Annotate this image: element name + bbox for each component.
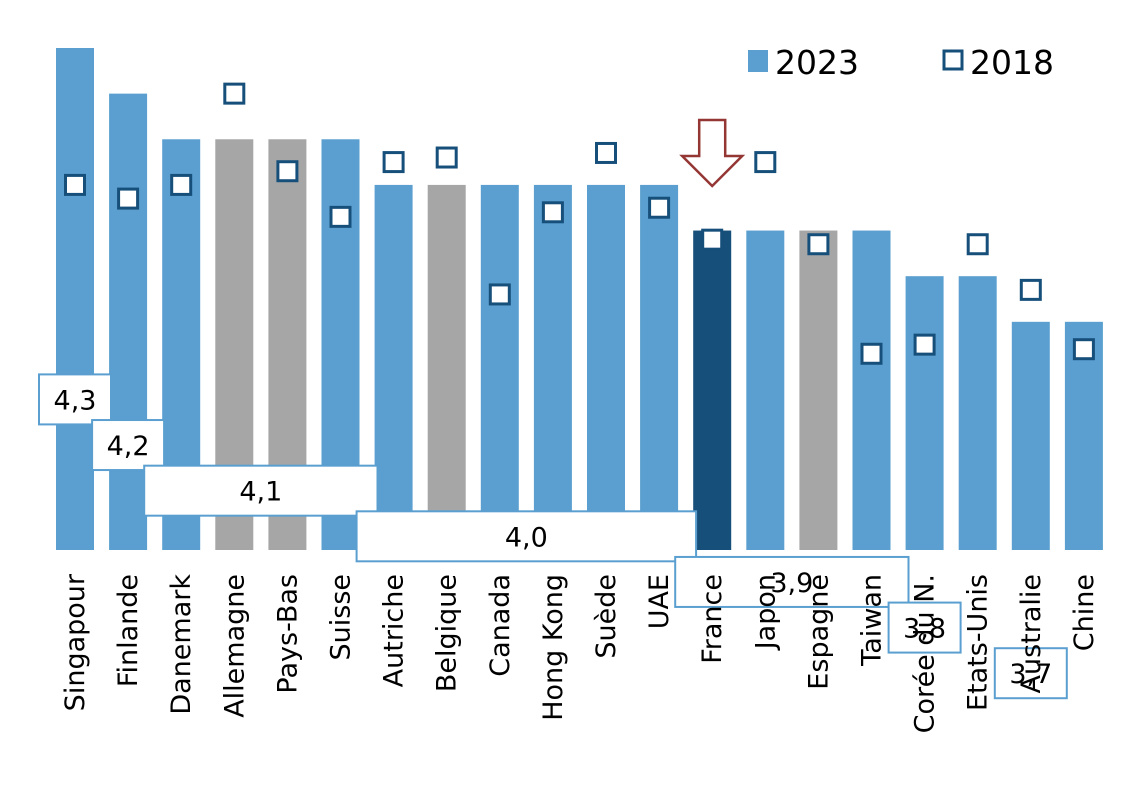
marker-2018-autriche: [382, 151, 405, 174]
marker-2018-pays-bas: [276, 160, 299, 183]
marker-2018-chine: [1072, 338, 1095, 361]
bar-autriche: [374, 184, 413, 550]
bar-su-de: [587, 184, 625, 550]
bar-taiwan: [852, 230, 891, 550]
group-label-text: 3,8: [903, 614, 946, 645]
tick-label-suisse: Suisse: [326, 574, 357, 661]
tick-label-danemark: Danemark: [166, 574, 197, 715]
marker-2018-espagne: [807, 233, 830, 256]
group-label-text: 4,0: [505, 522, 548, 553]
marker-2018-france: [701, 228, 724, 251]
france-arrow: [679, 118, 746, 188]
marker-2018-taiwan: [860, 342, 883, 365]
marker-2018-su-de: [595, 141, 617, 164]
group-label-box: [355, 510, 698, 563]
bar-belgique: [427, 184, 466, 550]
marker-2018-australie: [1019, 278, 1042, 301]
tick-label-finlande: Finlande: [113, 574, 144, 687]
group-label-text: 3,9: [770, 568, 813, 599]
tick-label-hong-kong: Hong Kong: [538, 574, 569, 721]
group-label-text: 4,1: [239, 477, 282, 508]
marker-2018-danemark: [170, 173, 193, 196]
group-label-text: 4,2: [107, 431, 150, 462]
tick-label-belgique: Belgique: [432, 574, 463, 692]
tick-label-espagne: Espagne: [803, 574, 834, 690]
bar-japon: [746, 230, 785, 550]
marker-2018-uae: [648, 196, 671, 219]
bar-australie: [1011, 321, 1050, 550]
marker-2018-belgique: [435, 146, 458, 169]
marker-2018-cor-e-du-n-: [913, 333, 936, 356]
marker-2018-etats-unis: [966, 233, 989, 256]
bar-etats-unis: [958, 276, 997, 550]
legend-label-2018: 2018: [970, 43, 1054, 82]
group-label-box: [38, 373, 112, 426]
tick-label-allemagne: Allemagne: [219, 574, 250, 718]
group-label-box: [674, 555, 910, 608]
arrow-shape: [679, 118, 746, 188]
marker-2018-suisse: [329, 205, 352, 228]
marker-2018-allemagne: [223, 82, 246, 105]
bar-hong-kong: [533, 184, 572, 550]
bar-france: [693, 230, 732, 550]
group-label-box: [993, 647, 1068, 700]
marker-2018-hong-kong: [541, 201, 564, 224]
tick-label-uae: UAE: [644, 574, 675, 629]
tick-label-su-de: Suède: [591, 574, 622, 659]
group-label-box: [91, 419, 166, 472]
tick-label-canada: Canada: [485, 574, 516, 677]
tick-label-autriche: Autriche: [379, 574, 410, 687]
legend-swatch-2018: [942, 49, 964, 71]
tick-label-singapour: Singapour: [60, 573, 91, 711]
x-axis-tick-labels: Singapour Finlande Danemark Allemagne Pays-B…: [60, 573, 1100, 733]
tick-label-pays-bas: Pays-Bas: [272, 574, 303, 694]
tick-label-chine: Chine: [1069, 574, 1100, 651]
bar-canada: [480, 184, 519, 550]
markers-2018: [64, 82, 1095, 365]
bar-singapour: [56, 48, 94, 550]
legend: 2023 2018: [748, 43, 1054, 82]
marker-2018-singapour: [64, 173, 86, 196]
tick-label-japon: Japon: [750, 574, 781, 651]
bar-espagne: [799, 230, 838, 550]
tick-label-cor-e-du-n-: Corée du N.: [910, 574, 941, 733]
bar-cor-e-du-n-: [905, 276, 944, 550]
group-label-box: [887, 601, 962, 654]
marker-2018-canada: [488, 283, 511, 306]
marker-2018-finlande: [117, 187, 140, 210]
tick-label-australie: Australie: [1016, 574, 1047, 694]
bar-finlande: [109, 93, 148, 551]
tick-label-france: France: [697, 574, 728, 664]
group-label-text: 4,3: [54, 385, 97, 416]
tick-label-etats-unis: Etats-Unis: [963, 574, 994, 711]
group-label-box: [143, 464, 379, 517]
marker-2018-japon: [754, 151, 777, 174]
group-value-labels: 4,3 4,2 4,1 4,0 3,9 3,8 3,7: [38, 373, 1068, 700]
bar-uae: [640, 184, 679, 550]
tick-label-taiwan: Taiwan: [857, 574, 888, 667]
legend-swatch-2023: [748, 50, 768, 72]
legend-label-2023: 2023: [775, 43, 859, 82]
group-label-text: 3,7: [1009, 659, 1052, 690]
